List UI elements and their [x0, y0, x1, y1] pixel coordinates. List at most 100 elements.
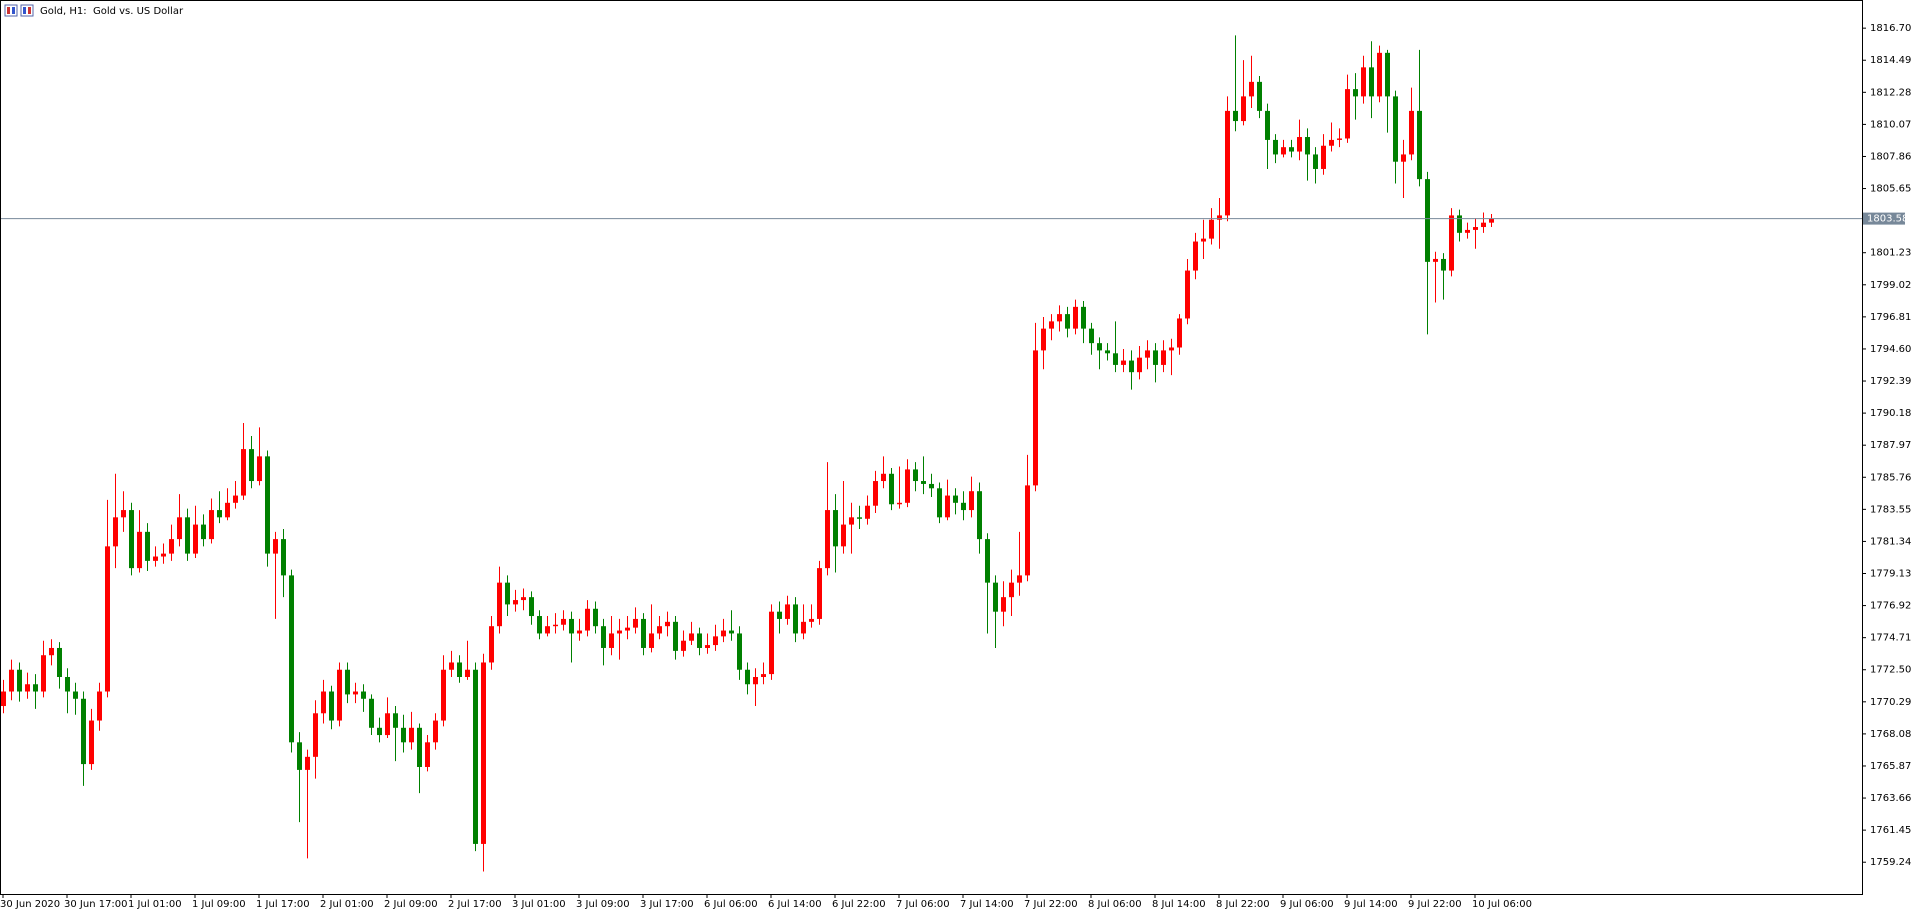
candle-body — [961, 502, 966, 511]
chart-title: Gold, H1: Gold vs. US Dollar — [40, 6, 184, 17]
candle-body — [1121, 360, 1126, 365]
candle-body — [1001, 597, 1006, 612]
x-tick-label: 3 Jul 01:00 — [512, 899, 566, 910]
y-tick-label: 1774.71 — [1870, 633, 1911, 644]
candle-body — [1417, 110, 1422, 180]
x-tick-label: 9 Jul 14:00 — [1344, 899, 1398, 910]
y-tick-label: 1787.97 — [1870, 440, 1911, 451]
candle-body — [1265, 110, 1270, 140]
candle-body — [177, 517, 182, 540]
candle-body — [305, 756, 310, 770]
candle-body — [1345, 89, 1350, 139]
candle-body — [1473, 227, 1478, 230]
candle-body — [1073, 306, 1078, 329]
plot-frame — [0, 0, 1863, 895]
x-tick-label: 1 Jul 09:00 — [192, 899, 246, 910]
candle-body — [569, 618, 574, 634]
candle-body — [1441, 258, 1446, 271]
candle-body — [633, 618, 638, 628]
candle-body — [977, 491, 982, 540]
candle-body — [65, 676, 70, 692]
candle-body — [1041, 328, 1046, 351]
x-tick-label: 7 Jul 14:00 — [960, 899, 1014, 910]
y-tick-label: 1761.45 — [1870, 825, 1911, 836]
candle-body — [1161, 350, 1166, 365]
candle-body — [521, 597, 526, 601]
candle-body — [369, 698, 374, 728]
candle-body — [537, 616, 542, 634]
candle-body — [1169, 347, 1174, 351]
candle-body — [777, 611, 782, 619]
candle-body — [41, 655, 46, 692]
y-tick-label: 1759.24 — [1870, 857, 1911, 868]
candle-body — [913, 469, 918, 482]
x-tick-label: 2 Jul 09:00 — [384, 899, 438, 910]
candle-body — [289, 575, 294, 743]
candle-body — [841, 524, 846, 547]
candle-body — [105, 546, 110, 692]
candle-body — [1025, 485, 1030, 576]
candle-body — [225, 502, 230, 518]
candle-body — [1217, 215, 1222, 220]
y-tick-label: 1794.60 — [1870, 344, 1911, 355]
candle-body — [249, 449, 254, 482]
candle-body — [1, 691, 6, 707]
candle-body — [337, 669, 342, 721]
candle-body — [481, 662, 486, 844]
candle-body — [409, 727, 414, 743]
candle-body — [361, 691, 366, 699]
candle-body — [1273, 139, 1278, 155]
candle-body — [705, 645, 710, 648]
candle-body — [649, 633, 654, 648]
candle-body — [449, 662, 454, 670]
candle-body — [873, 481, 878, 506]
candle-body — [1201, 238, 1206, 242]
candle-body — [81, 698, 86, 765]
y-tick-label: 1792.39 — [1870, 376, 1911, 387]
y-tick-label: 1807.86 — [1870, 151, 1911, 162]
candle-body — [257, 456, 262, 482]
x-tick-label: 10 Jul 06:00 — [1472, 899, 1532, 910]
candle-body — [769, 611, 774, 675]
candle-body — [49, 647, 54, 656]
candle-body — [169, 539, 174, 554]
candle-body — [1297, 137, 1302, 152]
candle-body — [1009, 582, 1014, 598]
candle-body — [1241, 96, 1246, 122]
candle-body — [953, 495, 958, 503]
candle-body — [1337, 138, 1342, 140]
price-tag — [1863, 212, 1905, 225]
candle-body — [161, 553, 166, 557]
candle-body — [201, 524, 206, 540]
candle-body — [233, 495, 238, 503]
y-tick-label: 1763.66 — [1870, 793, 1911, 804]
candle-body — [1289, 147, 1294, 152]
candle-body — [585, 608, 590, 631]
candle-body — [689, 633, 694, 641]
candle-body — [825, 510, 830, 569]
candle-body — [217, 510, 222, 518]
candle-body — [609, 633, 614, 648]
y-tick-label: 1814.49 — [1870, 55, 1911, 66]
candle-body — [1313, 154, 1318, 169]
candle-body — [273, 539, 278, 554]
candle-body — [129, 510, 134, 569]
candle-body — [553, 624, 558, 627]
candle-body — [545, 626, 550, 634]
candle-body — [1065, 314, 1070, 329]
candle-body — [761, 674, 766, 677]
candle-body — [425, 742, 430, 767]
x-tick-label: 30 Jun 2020 — [0, 899, 60, 910]
candle-body — [313, 713, 318, 757]
candle-body — [1257, 81, 1262, 111]
candle-body — [753, 676, 758, 685]
candle-body — [137, 531, 142, 569]
candle-body — [1385, 52, 1390, 97]
candle-body — [297, 742, 302, 770]
candle-body — [1425, 179, 1430, 262]
y-tick-label: 1805.65 — [1870, 184, 1911, 195]
candle-body — [265, 456, 270, 554]
candle-body — [929, 483, 934, 489]
x-tick-label: 8 Jul 22:00 — [1216, 899, 1270, 910]
candle-body — [145, 531, 150, 561]
